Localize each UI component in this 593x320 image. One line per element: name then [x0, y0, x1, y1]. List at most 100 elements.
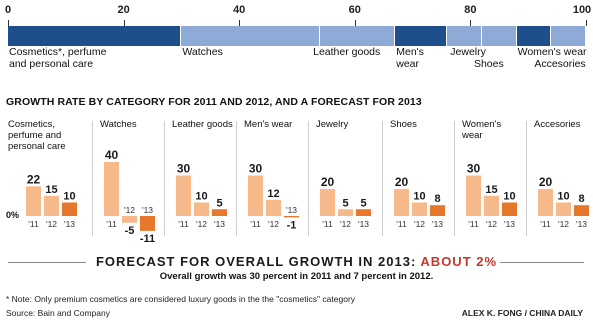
share-segment: [551, 26, 586, 46]
share-segment: [481, 26, 517, 46]
bar-value-label: -11: [140, 233, 155, 243]
share-segment-label: Cosmetics*, perfume and personal care: [9, 46, 107, 70]
scale-tick: [123, 20, 125, 26]
credit-line: ALEX K. FONG / CHINA DAILY: [461, 308, 583, 318]
growth-bar: [26, 186, 41, 216]
bar-year-label: '11: [178, 219, 189, 229]
bar-year-label: '12: [196, 219, 207, 229]
source-line: Source: Bain and Company: [6, 308, 110, 318]
panel-title: Accesories: [534, 119, 581, 130]
growth-bar: [212, 209, 227, 216]
bar-value-label: 12: [267, 188, 279, 200]
bar-value-label: 20: [321, 175, 335, 189]
bar-year-label: '13: [432, 219, 443, 229]
bar-year-label: '13: [142, 205, 153, 215]
bar-value-label: -5: [125, 225, 135, 237]
panel-title: Cosmetics, perfume and personal care: [8, 119, 66, 152]
growth-bar: [266, 199, 281, 216]
share-segment-label: Watches: [182, 46, 223, 58]
bar-year-label: '13: [504, 219, 515, 229]
panel-divider: [164, 121, 165, 236]
forecast-rule-left: [8, 262, 86, 263]
panel-title: Men's wear: [244, 119, 293, 130]
bar-value-label: 20: [539, 175, 553, 189]
growth-bar: [574, 205, 589, 216]
scale-tick: [470, 20, 472, 26]
bar-year-label: '11: [396, 219, 407, 229]
bar-value-label: 30: [177, 162, 191, 176]
bar-value-label: -1: [287, 219, 297, 231]
bar-value-label: 15: [485, 184, 497, 196]
panel-title: Shoes: [390, 119, 417, 130]
growth-panels: 0% 22 '11 15 '12 10 '13 40 '11 -5 '12 -11 '13 30 '11 10…: [0, 113, 593, 243]
growth-bar: [122, 216, 137, 223]
growth-bar: [338, 209, 353, 216]
share-segment-label: Accesories: [534, 58, 586, 70]
growth-bar: [320, 189, 335, 216]
bar-year-label: '12: [124, 205, 135, 215]
growth-bars-svg: 22 '11 15 '12 10 '13 40 '11 -5 '12 -11 '13 30 '11 10 '1…: [26, 148, 589, 243]
scale-tick: [8, 20, 9, 26]
bar-year-label: '13: [214, 219, 225, 229]
bar-value-label: 8: [434, 193, 440, 205]
bar-year-label: '11: [28, 219, 39, 229]
bar-year-label: '11: [106, 219, 117, 229]
bar-value-label: 10: [557, 191, 569, 203]
forecast-rule-right: [500, 262, 584, 263]
growth-bar: [194, 202, 209, 216]
share-segment-label: Jewelry: [450, 46, 486, 58]
bar-year-label: '12: [414, 219, 425, 229]
bar-year-label: '12: [340, 219, 351, 229]
panel-divider: [308, 121, 309, 236]
growth-bar: [484, 195, 499, 216]
growth-bar: [502, 202, 517, 216]
share-segment: [320, 26, 396, 46]
panel-title: Women's wear: [462, 119, 502, 141]
scale-tick-label: 60: [348, 4, 361, 16]
bar-year-label: '12: [558, 219, 569, 229]
bar-year-label: '13: [576, 219, 587, 229]
bar-year-label: '11: [322, 219, 333, 229]
share-segment-label: Shoes: [473, 58, 504, 70]
panel-divider: [526, 121, 527, 236]
forecast-highlight: ABOUT 2%: [420, 254, 498, 269]
panel-divider: [454, 121, 455, 236]
bar-value-label: 22: [27, 172, 41, 186]
panel-title: Watches: [100, 119, 137, 130]
share-segment: [516, 26, 552, 46]
panel-title: Leather goods: [172, 119, 233, 130]
bar-value-label: 5: [216, 197, 222, 209]
bar-year-label: '12: [46, 219, 57, 229]
forecast-headline: FORECAST FOR OVERALL GROWTH IN 2013: ABO…: [0, 254, 593, 269]
forecast-text: FORECAST FOR OVERALL GROWTH IN 2013:: [95, 254, 421, 269]
growth-bar: [394, 189, 409, 216]
panel-divider: [382, 121, 383, 236]
growth-bar: [466, 175, 481, 216]
share-segment: [8, 26, 182, 46]
scale-tick: [354, 20, 356, 26]
bar-value-label: 5: [342, 197, 348, 209]
bar-value-label: 20: [395, 175, 409, 189]
growth-bar: [284, 216, 299, 218]
footnote: * Note: Only premium cosmetics are consi…: [6, 294, 356, 304]
bar-year-label: '11: [468, 219, 479, 229]
section-title: GROWTH RATE BY CATEGORY FOR 2011 AND 201…: [6, 96, 422, 108]
bar-value-label: 10: [195, 191, 207, 203]
growth-bar: [412, 202, 427, 216]
bar-year-label: '13: [64, 219, 75, 229]
scale-tick: [239, 20, 241, 26]
share-segment-label: Women's wear: [517, 46, 587, 58]
bar-value-label: 5: [360, 197, 366, 209]
growth-bar: [44, 195, 59, 216]
bar-value-label: 30: [467, 162, 481, 176]
bar-value-label: 40: [105, 148, 119, 162]
share-bar-chart: 0 20 40 60 80 100 Cosmetics*, perfume and pers…: [0, 0, 593, 90]
scale-tick-label: 100: [572, 4, 592, 16]
growth-bar: [430, 205, 445, 216]
bar-year-label: '12: [268, 219, 279, 229]
growth-bar: [140, 216, 155, 231]
share-segment: [395, 26, 448, 46]
zero-axis-label: 0%: [6, 210, 20, 220]
forecast-subtext: Overall growth was 30 percent in 2011 an…: [159, 271, 434, 282]
growth-bar: [356, 209, 371, 216]
